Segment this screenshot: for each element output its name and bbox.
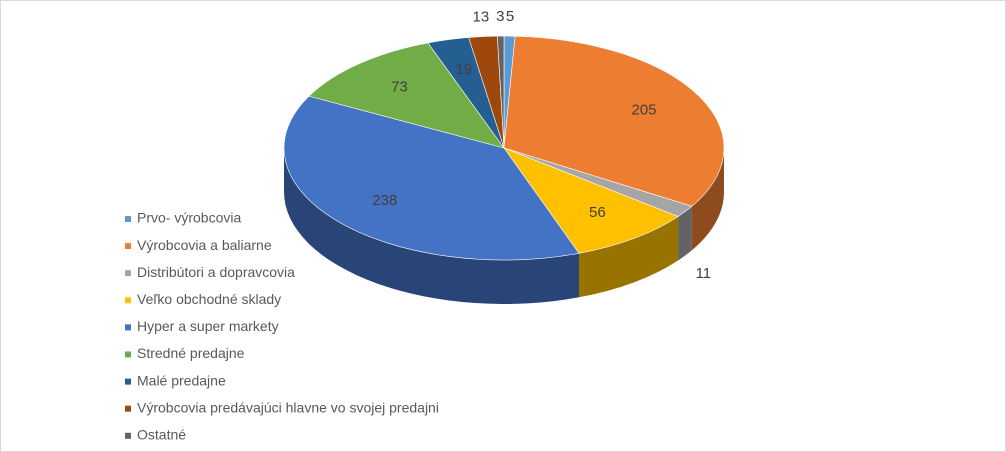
legend-marker (125, 351, 131, 358)
legend-label: Ostatné (137, 427, 186, 443)
legend-marker (125, 216, 131, 222)
slice-side (579, 216, 679, 298)
data-label: 5 (506, 8, 514, 25)
slice (497, 35, 505, 149)
data-label: 238 (372, 192, 397, 209)
data-label: 13 (473, 8, 490, 25)
legend-label: Malé predajne (137, 372, 226, 388)
slice (503, 35, 725, 207)
legend-label: Distribútori a dopravcovia (137, 264, 295, 280)
legend-marker (125, 297, 131, 304)
legend-marker (125, 432, 131, 439)
legend-marker (125, 324, 131, 331)
legend-marker (125, 405, 131, 412)
slice (308, 42, 505, 149)
legend: Prvo- výrobcovia Výrobcovia a baliarne Dis… (125, 210, 439, 443)
data-label: 19 (455, 61, 472, 78)
slice-side (284, 148, 580, 304)
legend-label: Výrobcovia a baliarne (137, 237, 272, 253)
data-label: 205 (631, 101, 656, 118)
slice (503, 147, 679, 254)
legend-label: Prvo- výrobcovia (137, 210, 241, 226)
pie-tops (283, 35, 725, 261)
pie-sides (284, 148, 724, 304)
data-label: 73 (391, 78, 408, 95)
pie-labels: 5 205 11 56 238 73 19 13 3 (372, 8, 711, 282)
slice-side (678, 206, 692, 261)
legend-marker (125, 270, 131, 277)
legend-label: Stredné predajne (137, 345, 245, 361)
legend-label: Veľko obchodné sklady (137, 291, 281, 307)
data-label: 11 (696, 265, 712, 282)
legend-label: Hyper a super markety (137, 318, 279, 334)
legend-marker (125, 378, 131, 385)
slice (283, 95, 580, 261)
data-label: 3 (496, 8, 504, 25)
data-label: 56 (589, 204, 606, 221)
slice-side (691, 148, 724, 251)
legend-marker (125, 243, 131, 250)
legend-label: Výrobcovia predávajúci hlavne vo svojej … (137, 399, 439, 415)
